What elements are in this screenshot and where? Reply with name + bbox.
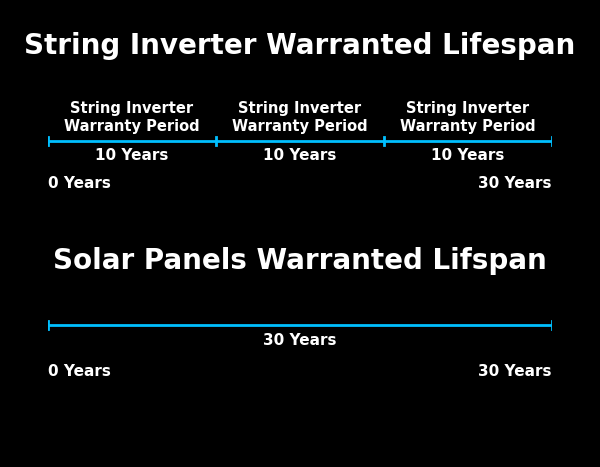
- Text: 0 Years: 0 Years: [48, 176, 111, 191]
- Text: 30 Years: 30 Years: [263, 333, 337, 348]
- Text: String Inverter
Warranty Period: String Inverter Warranty Period: [232, 101, 368, 134]
- Text: String Inverter
Warranty Period: String Inverter Warranty Period: [400, 101, 536, 134]
- Text: 30 Years: 30 Years: [479, 364, 552, 379]
- Text: Solar Panels Warranted Lifspan: Solar Panels Warranted Lifspan: [53, 247, 547, 275]
- Text: 0 Years: 0 Years: [48, 364, 111, 379]
- Text: String Inverter
Warranty Period: String Inverter Warranty Period: [64, 101, 200, 134]
- Text: 10 Years: 10 Years: [95, 148, 169, 163]
- Text: 10 Years: 10 Years: [431, 148, 505, 163]
- Text: 10 Years: 10 Years: [263, 148, 337, 163]
- Text: String Inverter Warranted Lifespan: String Inverter Warranted Lifespan: [25, 32, 575, 60]
- Text: 30 Years: 30 Years: [479, 176, 552, 191]
